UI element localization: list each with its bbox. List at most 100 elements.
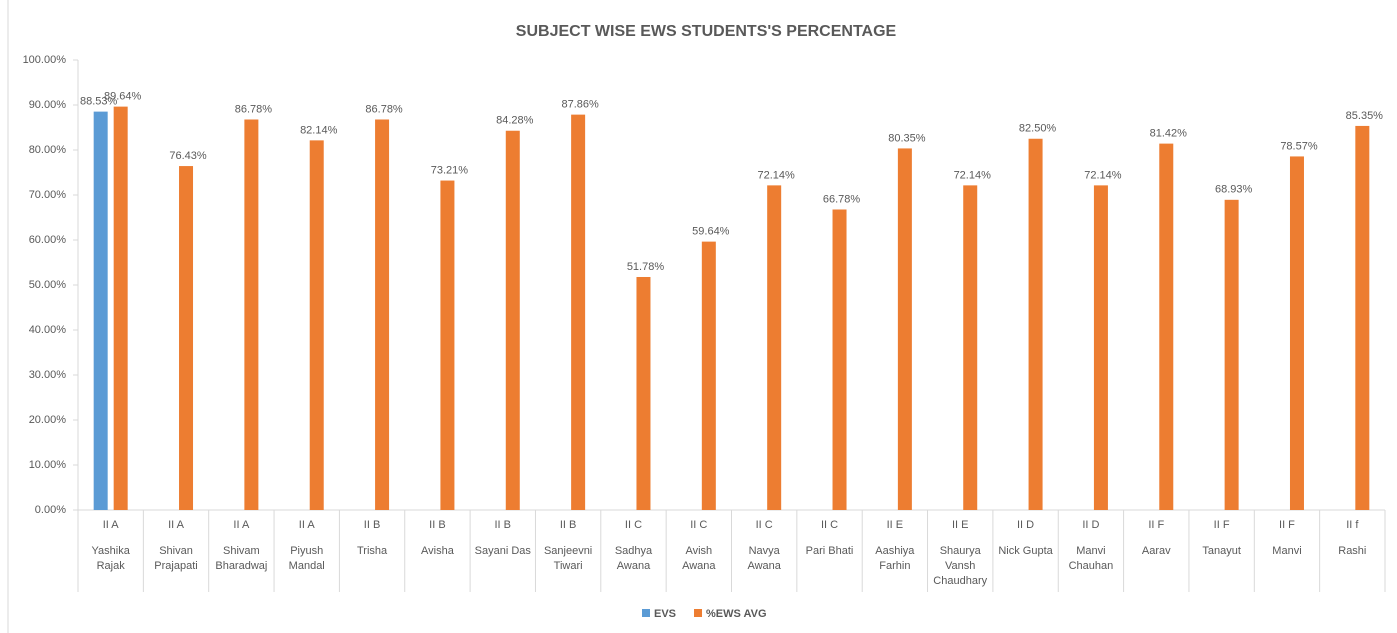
data-label: 72.14% xyxy=(758,169,796,181)
group-label: II f xyxy=(1346,519,1359,531)
data-label: 86.78% xyxy=(235,103,273,115)
bar xyxy=(636,276,651,510)
x-tick-label: Shivan Prajapati xyxy=(154,545,198,572)
y-tick-label: 70.00% xyxy=(29,189,67,201)
x-tick-label: Navya Awana xyxy=(747,545,781,572)
y-tick-label: 40.00% xyxy=(29,324,67,336)
data-label: 86.78% xyxy=(365,103,403,115)
data-label: 73.21% xyxy=(431,164,469,176)
x-tick-label: Rashi xyxy=(1338,545,1367,557)
data-label: 81.42% xyxy=(1150,128,1188,140)
x-tick-label: Avisha xyxy=(421,545,454,557)
group-label: II C xyxy=(820,519,839,531)
x-tick-label: Sanjeevni Tiwari xyxy=(543,545,593,572)
bar xyxy=(1028,138,1043,510)
bar xyxy=(1355,125,1370,511)
x-tick-label: Yashika Rajak xyxy=(91,545,130,572)
x-tick-label: Tanayut xyxy=(1202,545,1241,557)
bar xyxy=(701,241,716,510)
bar xyxy=(1093,185,1108,510)
x-tick-label: Trisha xyxy=(356,545,388,557)
group-label: II C xyxy=(690,519,708,531)
data-label: 88.53% xyxy=(80,96,118,108)
bar xyxy=(767,185,782,510)
bar xyxy=(179,166,194,510)
bar xyxy=(1224,199,1239,510)
x-tick-label: Piyush Mandal xyxy=(288,545,325,572)
group-label: II A xyxy=(168,519,184,531)
data-label: 80.35% xyxy=(888,132,926,144)
group-label: II B xyxy=(429,519,446,531)
data-label: 84.28% xyxy=(496,115,534,127)
bar xyxy=(309,140,324,510)
y-tick-label: 20.00% xyxy=(29,414,67,426)
bar xyxy=(375,119,390,511)
data-label: 78.57% xyxy=(1280,140,1318,152)
group-label: II A xyxy=(233,519,250,531)
legend-swatch xyxy=(642,609,650,617)
x-tick-label: Aarav xyxy=(1141,545,1171,557)
data-label: 82.14% xyxy=(300,124,338,136)
bar xyxy=(244,119,259,511)
x-tick-label: Shaurya Vansh Chaudhary xyxy=(933,545,988,587)
group-label: II C xyxy=(755,519,773,531)
bar xyxy=(1289,156,1304,510)
x-tick-label: Aashiya Farhin xyxy=(875,545,915,572)
bar xyxy=(113,106,128,511)
bar xyxy=(571,114,586,510)
data-label: 68.93% xyxy=(1215,184,1253,196)
data-label: 66.78% xyxy=(823,193,861,205)
group-label: II B xyxy=(559,519,577,531)
group-label: II E xyxy=(951,519,969,531)
x-tick-label: Sadhya Awana xyxy=(614,545,653,572)
y-tick-label: 30.00% xyxy=(29,369,67,381)
group-label: II D xyxy=(1017,519,1035,531)
chart-title: SUBJECT WISE EWS STUDENTS'S PERCENTAGE xyxy=(516,23,897,40)
group-label: II F xyxy=(1148,519,1165,531)
bar xyxy=(832,209,847,511)
bar xyxy=(897,148,912,511)
bar xyxy=(1159,143,1174,511)
data-label: 72.14% xyxy=(954,169,992,181)
bar xyxy=(93,111,108,511)
group-label: II A xyxy=(298,519,315,531)
data-label: 87.86% xyxy=(561,99,599,111)
data-label: 59.64% xyxy=(692,226,730,238)
y-tick-label: 50.00% xyxy=(29,279,67,291)
x-tick-label: Manvi xyxy=(1272,545,1302,557)
group-label: II B xyxy=(494,519,512,531)
group-label: II D xyxy=(1082,519,1100,531)
y-tick-label: 0.00% xyxy=(35,504,66,516)
group-label: II B xyxy=(363,519,381,531)
legend-label: %EWS AVG xyxy=(706,608,767,620)
data-label: 76.43% xyxy=(169,150,207,162)
x-tick-label: Shivam Bharadwaj xyxy=(215,545,268,572)
data-label: 82.50% xyxy=(1019,123,1057,135)
y-tick-label: 10.00% xyxy=(29,459,67,471)
y-tick-label: 60.00% xyxy=(29,234,67,246)
x-tick-label: Nick Gupta xyxy=(998,545,1053,557)
x-tick-label: Sayani Das xyxy=(474,545,531,557)
group-label: II F xyxy=(1279,519,1295,531)
bar xyxy=(505,130,520,511)
data-label: 85.35% xyxy=(1346,110,1384,122)
x-tick-label: Manvi Chauhan xyxy=(1068,545,1114,572)
y-tick-label: 80.00% xyxy=(29,144,67,156)
data-label: 72.14% xyxy=(1084,169,1122,181)
group-label: II F xyxy=(1213,519,1230,531)
x-tick-label: Avish Awana xyxy=(682,545,716,572)
group-label: II C xyxy=(624,519,643,531)
y-tick-label: 100.00% xyxy=(23,54,67,66)
legend-label: EVS xyxy=(654,608,676,620)
data-label: 51.78% xyxy=(627,261,665,273)
legend-swatch xyxy=(694,609,703,617)
y-tick-label: 90.00% xyxy=(29,99,67,111)
x-tick-label: Pari Bhati xyxy=(805,545,854,557)
group-label: II E xyxy=(886,519,904,531)
bar xyxy=(963,185,978,510)
group-label: II A xyxy=(102,519,119,531)
data-label: 89.64% xyxy=(104,91,142,103)
bar xyxy=(440,180,455,510)
